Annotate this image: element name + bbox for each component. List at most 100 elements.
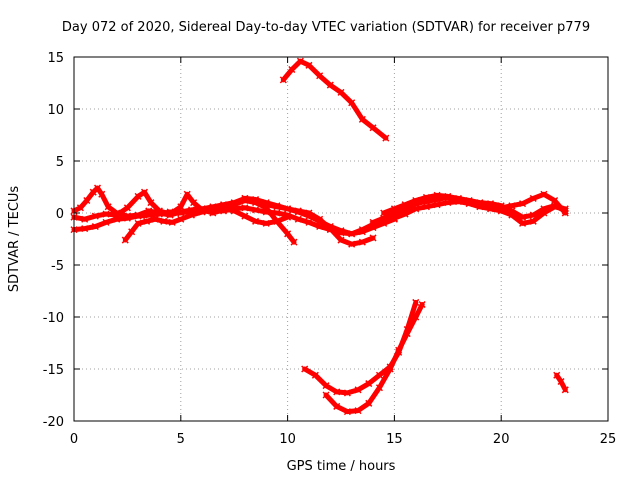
x-tick-label: 5 xyxy=(177,432,185,447)
data-point xyxy=(369,218,377,226)
data-point xyxy=(311,371,319,379)
data-point xyxy=(412,205,420,213)
data-point xyxy=(91,212,99,220)
x-tick-label: 10 xyxy=(279,432,296,447)
data-point xyxy=(557,377,565,386)
data-point xyxy=(369,124,377,132)
data-point xyxy=(160,217,168,225)
data-point xyxy=(422,203,430,211)
data-point xyxy=(465,200,473,208)
data-point xyxy=(305,218,313,226)
data-point xyxy=(262,201,270,209)
data-point xyxy=(354,407,362,415)
data-point xyxy=(343,408,351,416)
data-point xyxy=(476,203,484,211)
data-point xyxy=(497,207,505,215)
data-point xyxy=(284,213,292,221)
x-tick-label: 15 xyxy=(386,432,403,447)
data-point xyxy=(128,228,136,236)
data-point xyxy=(102,218,110,226)
data-series xyxy=(70,57,569,416)
data-point xyxy=(301,365,309,373)
y-axis-label: SDTVAR / TECUs xyxy=(7,186,22,293)
data-point xyxy=(102,210,110,218)
data-point xyxy=(529,194,537,202)
data-point xyxy=(551,196,559,205)
data-point xyxy=(305,209,313,217)
data-point xyxy=(412,313,420,321)
data-point xyxy=(316,72,324,80)
data-point xyxy=(390,205,398,213)
data-point xyxy=(151,215,159,223)
data-point xyxy=(561,386,569,394)
data-point xyxy=(326,225,334,233)
data-point xyxy=(561,205,569,213)
data-point xyxy=(91,222,99,231)
data-point xyxy=(83,196,91,205)
data-point xyxy=(395,346,403,354)
data-point xyxy=(333,402,341,410)
data-point xyxy=(375,371,383,379)
data-point xyxy=(401,201,409,209)
y-tick-label: 0 xyxy=(56,207,64,222)
y-tick-label: 5 xyxy=(56,155,64,170)
data-point xyxy=(322,382,330,390)
data-point xyxy=(380,214,388,222)
data-point xyxy=(123,214,131,222)
data-point xyxy=(433,201,441,209)
data-point xyxy=(348,230,356,238)
data-point xyxy=(337,88,345,96)
data-point xyxy=(183,190,191,198)
data-point xyxy=(76,204,84,212)
data-point xyxy=(121,236,129,244)
data-point xyxy=(382,134,390,142)
data-point xyxy=(444,199,452,207)
x-tick-label: 20 xyxy=(493,432,510,447)
data-point xyxy=(134,219,142,227)
data-point xyxy=(177,215,185,223)
x-tick-label: 0 xyxy=(70,432,78,447)
data-point xyxy=(305,61,313,69)
data-point xyxy=(241,204,249,212)
data-point xyxy=(519,200,527,208)
data-point xyxy=(241,194,249,202)
data-point xyxy=(177,203,185,211)
data-point xyxy=(386,365,394,373)
data-point xyxy=(198,208,206,216)
data-point xyxy=(145,211,153,219)
data-point xyxy=(316,215,324,223)
data-point xyxy=(104,203,112,211)
data-point xyxy=(166,210,174,218)
data-point xyxy=(294,215,302,223)
data-point xyxy=(412,196,420,205)
data-point xyxy=(375,384,383,392)
data-point xyxy=(418,300,426,309)
data-point xyxy=(294,207,302,215)
data-point xyxy=(296,57,304,65)
data-point xyxy=(486,205,495,213)
data-point xyxy=(519,219,527,227)
y-tick-label: -15 xyxy=(43,363,64,378)
series-track-d xyxy=(122,206,291,243)
data-point xyxy=(422,193,430,201)
data-point xyxy=(209,206,217,214)
data-point xyxy=(508,211,516,219)
data-point xyxy=(284,230,292,238)
data-point xyxy=(219,205,228,213)
data-point xyxy=(143,217,151,225)
x-axis-label: GPS time / hours xyxy=(287,459,396,474)
data-point xyxy=(497,202,505,210)
data-point xyxy=(168,218,176,226)
data-point xyxy=(134,212,142,220)
data-point xyxy=(288,65,296,74)
data-point xyxy=(98,190,106,198)
data-point xyxy=(365,399,373,407)
y-tick-label: 10 xyxy=(47,103,64,118)
data-point xyxy=(390,214,398,222)
data-point xyxy=(333,388,341,396)
data-point xyxy=(134,192,142,200)
data-point xyxy=(337,236,345,244)
data-point xyxy=(279,76,287,84)
y-tick-label: -20 xyxy=(43,415,64,430)
